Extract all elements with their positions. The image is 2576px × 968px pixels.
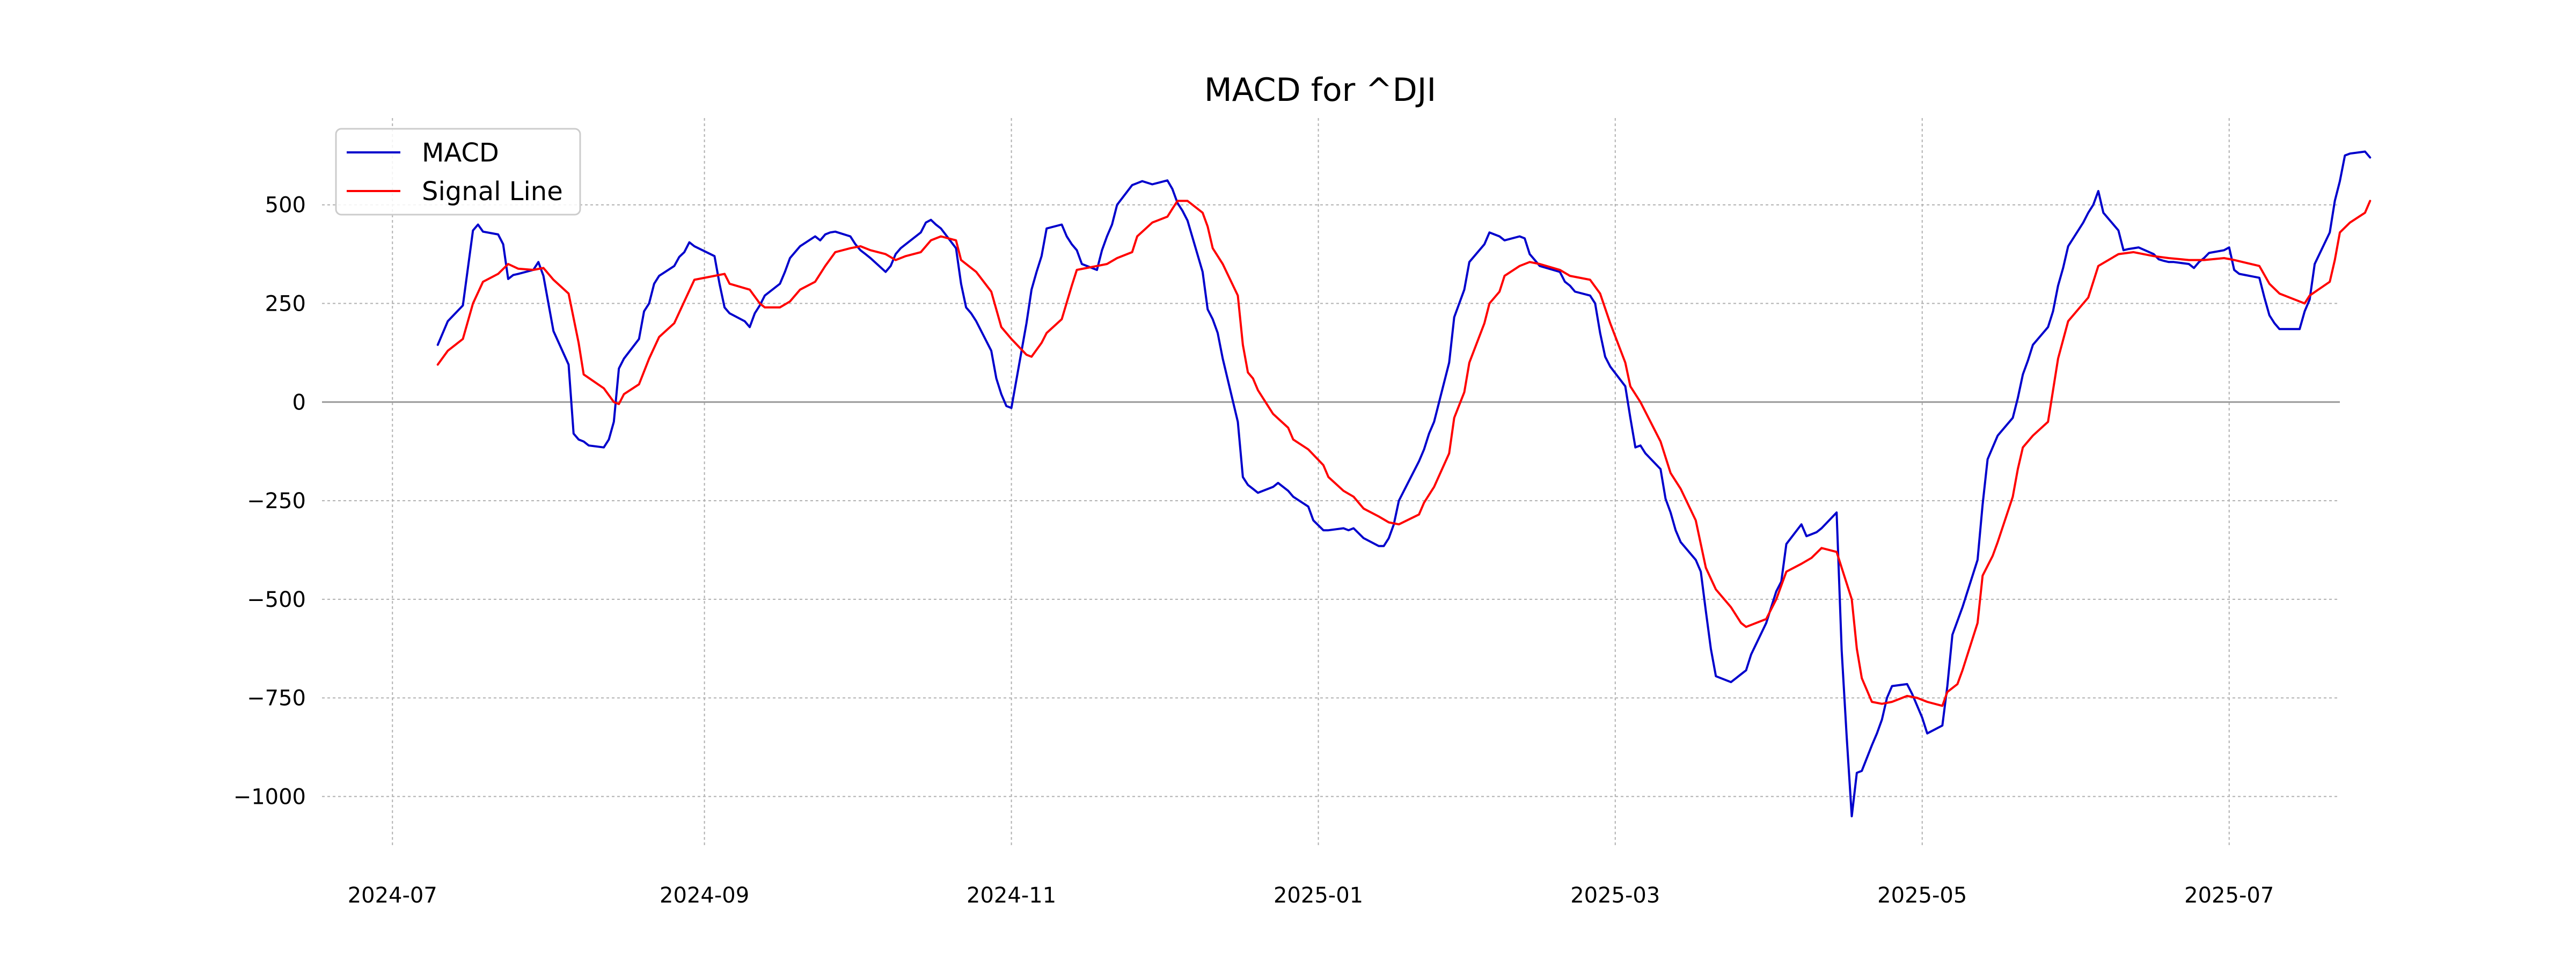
legend-label-macd: MACD (422, 138, 499, 168)
x-tick-label: 2024-07 (348, 883, 437, 908)
y-tick-label: 0 (292, 390, 306, 415)
y-tick-label: 500 (265, 193, 306, 218)
series-layer (436, 150, 2372, 818)
x-tick-label: 2024-09 (660, 883, 749, 908)
series-line-signal-line (436, 200, 2372, 707)
x-tick-label: 2025-03 (1570, 883, 1660, 908)
x-tick-label: 2024-11 (967, 883, 1056, 908)
legend: MACD Signal Line (335, 128, 581, 216)
tick-label-layer: 2024-07 2024-09 2024-11 2025-01 2025-03 2025-… (233, 193, 2274, 908)
y-tick-label: −500 (247, 588, 306, 612)
y-tick-label: −250 (247, 489, 306, 514)
legend-label-signal-line: Signal Line (422, 177, 563, 207)
y-tick-label: 250 (265, 292, 306, 317)
grid-layer (322, 118, 2340, 848)
y-tick-label: −1000 (233, 784, 306, 809)
x-tick-label: 2025-05 (1877, 883, 1967, 908)
legend-box (335, 128, 581, 216)
y-tick-label: −750 (247, 686, 306, 711)
series-line-macd (436, 150, 2372, 818)
x-tick-label: 2025-01 (1274, 883, 1363, 908)
chart-title: MACD for ^DJI (1204, 71, 1436, 109)
x-tick-label: 2025-07 (2184, 883, 2274, 908)
